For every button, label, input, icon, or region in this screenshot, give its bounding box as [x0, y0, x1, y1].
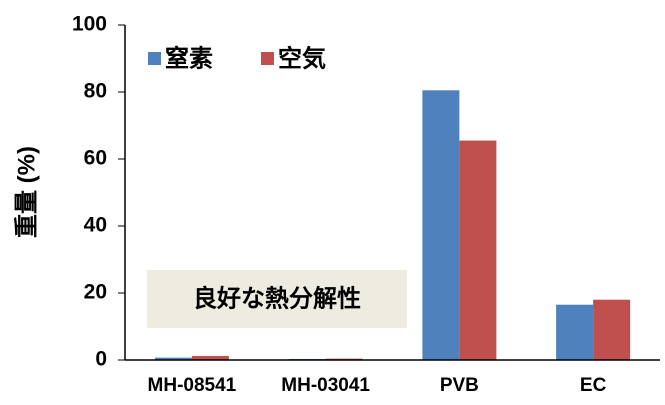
y-axis-label: 重量 (%) — [13, 146, 40, 238]
bar — [191, 355, 229, 360]
y-tick-label: 60 — [84, 147, 107, 170]
legend-label: 窒素 — [165, 44, 213, 72]
y-tick-label: 80 — [84, 80, 107, 103]
annotation: 良好な熱分解性 — [193, 284, 361, 312]
annotation-box — [147, 270, 407, 328]
x-tick-label: MH-03041 — [281, 375, 370, 396]
x-tick-label: PVB — [440, 375, 479, 396]
legend-swatch — [261, 52, 274, 65]
bar — [154, 357, 192, 360]
y-tick-label: 100 — [72, 13, 107, 36]
bar — [593, 299, 631, 360]
y-tick-label: 20 — [84, 281, 107, 304]
legend-label: 空気 — [278, 44, 326, 72]
y-tick-label: 0 — [95, 348, 107, 371]
bar — [556, 304, 594, 360]
legend-swatch — [148, 52, 161, 65]
bar — [459, 140, 497, 360]
x-tick-label: MH-08541 — [148, 375, 237, 396]
y-tick-label: 40 — [84, 214, 107, 237]
x-tick-label: EC — [580, 375, 607, 396]
bar — [422, 90, 460, 360]
